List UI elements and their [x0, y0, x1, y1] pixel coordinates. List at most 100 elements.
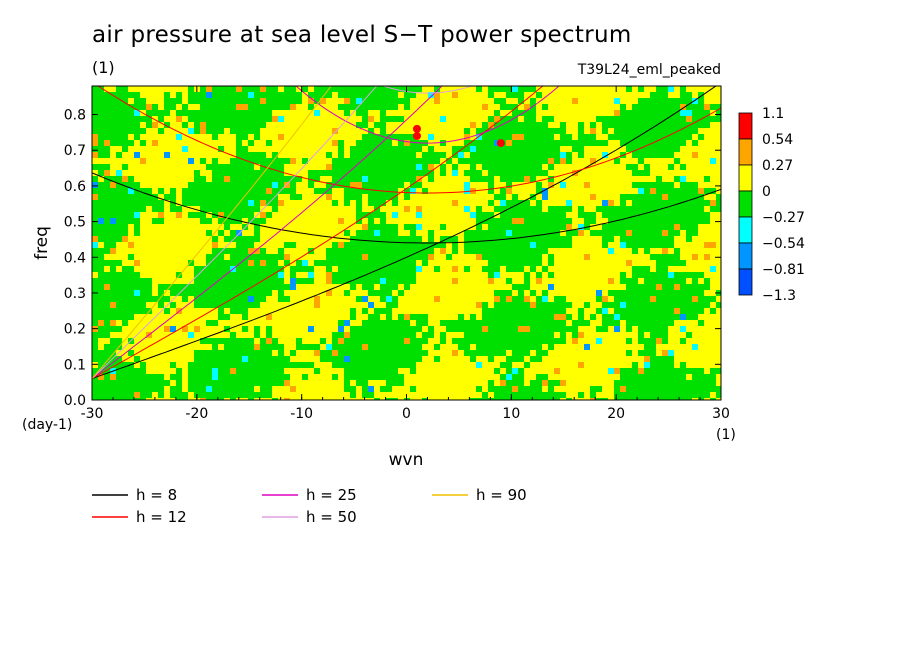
- field-cell: [662, 290, 668, 296]
- field-cell: [506, 134, 512, 140]
- field-cell: [614, 194, 620, 200]
- field-cell: [662, 146, 668, 152]
- field-cell: [644, 272, 650, 278]
- field-cell: [260, 152, 266, 158]
- field-cell: [584, 200, 590, 206]
- field-cell: [386, 122, 392, 128]
- field-cell: [212, 260, 218, 266]
- field-cell: [260, 284, 266, 290]
- field-cell: [446, 170, 452, 176]
- field-cell: [122, 332, 128, 338]
- field-cell: [326, 140, 332, 146]
- field-cell: [596, 338, 602, 344]
- field-cell: [140, 344, 146, 350]
- field-cell: [392, 302, 398, 308]
- field-cell: [182, 242, 188, 248]
- field-cell: [686, 164, 692, 170]
- field-cell: [716, 266, 721, 272]
- field-cell: [182, 272, 188, 278]
- field-cell: [308, 236, 314, 242]
- field-cell: [662, 110, 668, 116]
- field-cell: [578, 122, 584, 128]
- field-cell: [320, 350, 326, 356]
- field-cell: [692, 92, 698, 98]
- field-cell: [206, 356, 212, 362]
- field-cell: [98, 284, 104, 290]
- field-cell: [110, 296, 116, 302]
- field-cell: [260, 194, 266, 200]
- field-cell: [242, 290, 248, 296]
- field-cell: [206, 284, 212, 290]
- field-cell: [116, 230, 122, 236]
- field-cell: [230, 170, 236, 176]
- field-cell: [446, 182, 452, 188]
- field-cell: [590, 122, 596, 128]
- field-cell: [662, 200, 668, 206]
- field-cell: [242, 122, 248, 128]
- field-cell: [314, 224, 320, 230]
- field-cell: [350, 266, 356, 272]
- field-cell: [680, 314, 686, 320]
- field-cell: [206, 260, 212, 266]
- field-cell: [590, 236, 596, 242]
- field-cell: [434, 272, 440, 278]
- field-cell: [632, 254, 638, 260]
- field-cell: [596, 158, 602, 164]
- field-cell: [296, 116, 302, 122]
- field-cell: [236, 182, 242, 188]
- field-cell: [218, 146, 224, 152]
- field-cell: [200, 284, 206, 290]
- field-cell: [188, 188, 194, 194]
- field-cell: [542, 326, 548, 332]
- field-cell: [518, 326, 524, 332]
- field-cell: [434, 356, 440, 362]
- field-cell: [614, 350, 620, 356]
- field-cell: [332, 290, 338, 296]
- field-cell: [554, 110, 560, 116]
- field-cell: [494, 92, 500, 98]
- field-cell: [368, 134, 374, 140]
- field-cell: [218, 308, 224, 314]
- field-cell: [572, 134, 578, 140]
- field-cell: [494, 170, 500, 176]
- field-cell: [374, 368, 380, 374]
- field-cell: [194, 314, 200, 320]
- field-cell: [596, 92, 602, 98]
- field-cell: [92, 152, 98, 158]
- field-cell: [698, 224, 704, 230]
- field-cell: [314, 158, 320, 164]
- field-cell: [404, 194, 410, 200]
- field-cell: [272, 332, 278, 338]
- field-cell: [620, 242, 626, 248]
- field-cell: [170, 122, 176, 128]
- field-cell: [206, 344, 212, 350]
- field-cell: [224, 134, 230, 140]
- field-cell: [410, 86, 416, 92]
- field-cell: [242, 296, 248, 302]
- field-cell: [608, 320, 614, 326]
- field-cell: [278, 308, 284, 314]
- field-cell: [224, 314, 230, 320]
- field-cell: [416, 248, 422, 254]
- field-cell: [152, 182, 158, 188]
- field-cell: [134, 266, 140, 272]
- field-cell: [194, 350, 200, 356]
- field-cell: [668, 260, 674, 266]
- field-cell: [356, 128, 362, 134]
- field-cell: [134, 176, 140, 182]
- field-cell: [686, 302, 692, 308]
- field-cell: [218, 290, 224, 296]
- field-cell: [308, 302, 314, 308]
- field-cell: [128, 242, 134, 248]
- field-cell: [422, 170, 428, 176]
- field-cell: [602, 116, 608, 122]
- field-cell: [272, 242, 278, 248]
- field-cell: [656, 230, 662, 236]
- field-cell: [680, 230, 686, 236]
- field-cell: [428, 302, 434, 308]
- field-cell: [584, 290, 590, 296]
- field-cell: [326, 110, 332, 116]
- field-cell: [296, 140, 302, 146]
- field-cell: [308, 344, 314, 350]
- field-cell: [596, 332, 602, 338]
